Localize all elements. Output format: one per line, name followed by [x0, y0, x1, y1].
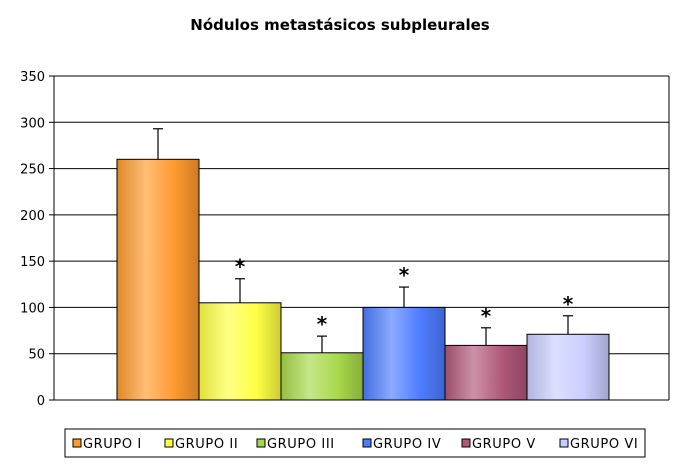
legend-label: GRUPO V [472, 437, 536, 452]
legend-swatch [461, 438, 471, 448]
y-tick-label: 350 [20, 70, 45, 85]
y-tick-label: 150 [20, 255, 45, 270]
significance-mark: * [481, 304, 492, 328]
bar-6 [526, 333, 610, 401]
y-tick-label: 100 [20, 301, 45, 316]
legend-swatch [362, 438, 372, 448]
significance-mark: * [317, 312, 328, 336]
y-tick-label: 50 [28, 348, 45, 363]
bar-1 [116, 158, 200, 401]
y-tick-label: 300 [20, 116, 45, 131]
legend-label: GRUPO II [175, 437, 238, 452]
bar-5 [444, 344, 528, 401]
significance-mark: * [235, 255, 246, 279]
chart-title: Nódulos metastásicos subpleurales [190, 16, 490, 34]
y-tick-label: 200 [20, 209, 45, 224]
bar-2 [198, 302, 282, 401]
legend-label: GRUPO IV [373, 437, 441, 452]
bar-3 [280, 352, 364, 401]
legend [64, 428, 646, 458]
legend-label: GRUPO I [83, 437, 142, 452]
significance-mark: * [563, 292, 574, 316]
y-tick-label: 250 [20, 163, 45, 178]
legend-label: GRUPO VI [570, 437, 638, 452]
bar-4 [362, 306, 446, 401]
y-tick-label: 0 [37, 394, 45, 409]
legend-swatch [164, 438, 174, 448]
legend-swatch [256, 438, 266, 448]
legend-swatch [559, 438, 569, 448]
legend-label: GRUPO III [267, 437, 335, 452]
significance-mark: * [399, 263, 410, 287]
legend-swatch [72, 438, 82, 448]
